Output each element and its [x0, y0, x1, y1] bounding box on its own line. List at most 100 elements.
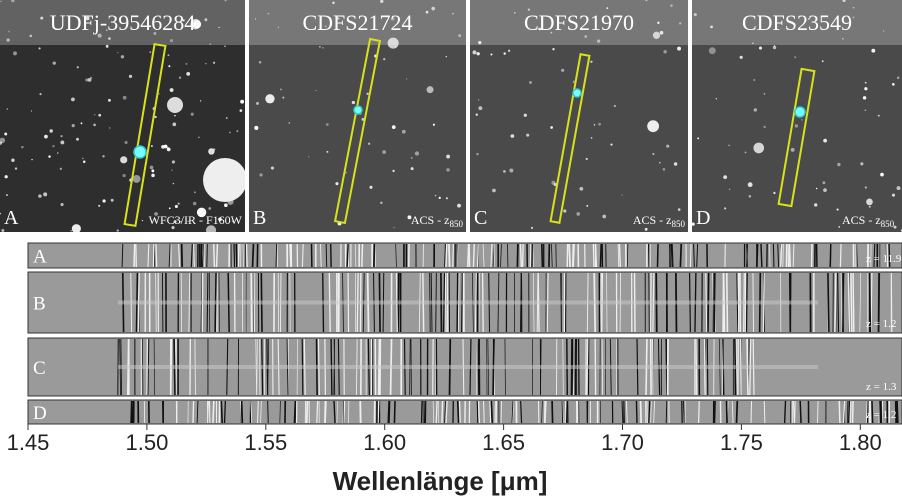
- star: [178, 76, 182, 79]
- star: [110, 198, 114, 202]
- star: [173, 220, 177, 223]
- sky-line: [621, 400, 624, 424]
- sky-line: [670, 243, 673, 268]
- star: [254, 125, 259, 131]
- filter-label: ACS - z850: [633, 213, 686, 229]
- star: [896, 186, 901, 191]
- star: [21, 145, 24, 149]
- sky-line: [635, 400, 638, 424]
- star: [151, 173, 155, 178]
- star: [198, 136, 200, 139]
- star: [836, 208, 839, 211]
- star: [193, 20, 202, 29]
- sky-line: [444, 400, 446, 424]
- star: [75, 137, 79, 141]
- star: [647, 120, 660, 133]
- sky-line: [847, 400, 851, 424]
- star: [864, 81, 867, 84]
- star: [390, 16, 395, 21]
- star: [225, 117, 228, 119]
- star: [132, 175, 141, 183]
- star: [508, 49, 511, 52]
- sky-line: [395, 243, 397, 268]
- sky-line: [783, 400, 787, 424]
- star: [60, 202, 64, 207]
- star: [0, 0, 2, 3]
- tick-label: 1.45: [7, 430, 50, 455]
- star: [236, 130, 239, 133]
- tick-label: 1.55: [244, 430, 287, 455]
- sky-line: [725, 400, 728, 424]
- slit: [123, 42, 167, 228]
- star: [868, 205, 871, 208]
- star: [892, 83, 895, 86]
- star: [438, 196, 441, 199]
- sky-line: [750, 400, 753, 424]
- star: [167, 54, 170, 57]
- star: [128, 74, 133, 79]
- star: [80, 122, 83, 125]
- star: [662, 168, 666, 171]
- sky-line: [192, 400, 195, 424]
- image-panel: UDFj-39546284 A WFC3/IR - F160W: [0, 0, 245, 232]
- star: [182, 19, 185, 22]
- sky-line: [592, 243, 595, 268]
- star: [748, 195, 752, 198]
- spectrum: Bz = 1.2: [27, 271, 902, 334]
- sky-line: [789, 400, 792, 424]
- star: [445, 56, 447, 58]
- sky-line: [520, 400, 523, 424]
- image-bg: [0, 0, 245, 232]
- tick-label: 1.70: [601, 430, 644, 455]
- star: [106, 29, 108, 31]
- sky-line: [735, 400, 739, 424]
- redshift-label: z = 1.2: [866, 409, 896, 421]
- star: [445, 197, 448, 200]
- filter-text: WFC3/IR - F160W: [149, 213, 243, 227]
- sky-line: [206, 243, 208, 268]
- sky-line: [679, 243, 683, 268]
- star: [168, 65, 171, 68]
- sky-line: [316, 400, 319, 424]
- star: [794, 124, 799, 128]
- star: [476, 152, 479, 156]
- star: [185, 62, 188, 65]
- star: [315, 89, 317, 92]
- sky-line: [251, 243, 255, 268]
- star: [877, 114, 880, 117]
- sky-line: [432, 400, 435, 424]
- star: [753, 78, 756, 81]
- trace: [118, 300, 818, 305]
- star: [282, 96, 285, 99]
- star: [149, 165, 154, 170]
- star: [369, 185, 373, 189]
- star: [239, 109, 243, 112]
- star: [492, 188, 496, 193]
- sky-line: [512, 400, 515, 424]
- sky-line: [393, 400, 396, 424]
- star: [739, 55, 743, 59]
- star: [60, 140, 65, 145]
- star: [98, 204, 101, 207]
- star: [154, 212, 158, 216]
- sky-line: [458, 400, 461, 424]
- sky-line: [891, 272, 893, 333]
- star: [59, 167, 62, 170]
- star: [613, 104, 616, 108]
- sky-line: [625, 400, 628, 424]
- sky-line: [746, 243, 748, 268]
- star: [503, 52, 506, 55]
- sky-line: [665, 400, 668, 424]
- star: [744, 151, 747, 154]
- star: [838, 226, 841, 228]
- sky-line: [519, 243, 522, 268]
- sky-line: [689, 243, 692, 268]
- sky-line: [202, 243, 204, 268]
- filter-label: ACS - z850: [842, 213, 895, 229]
- star: [602, 214, 607, 219]
- filter-text: ACS - z: [842, 213, 881, 227]
- star: [8, 30, 10, 33]
- star: [4, 132, 8, 136]
- star: [76, 66, 79, 69]
- tick-label: 1.80: [839, 430, 882, 455]
